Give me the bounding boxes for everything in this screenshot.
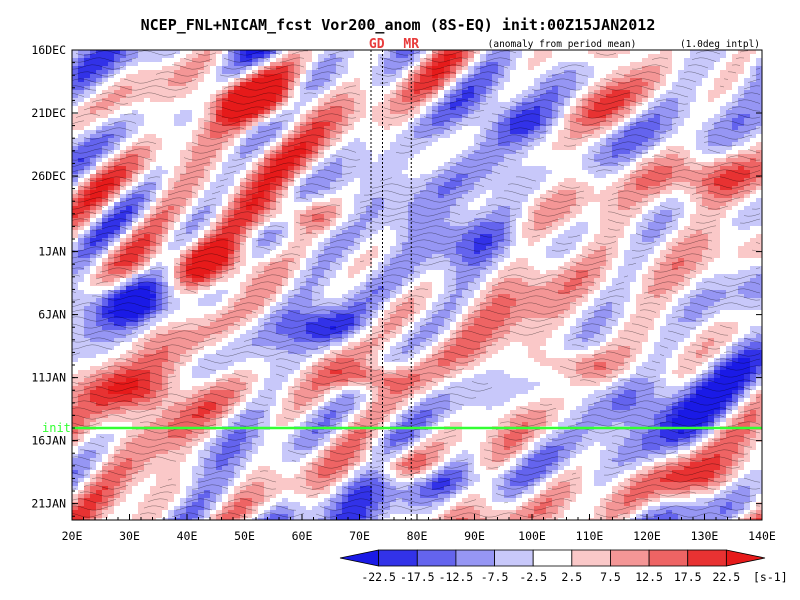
colorbar-swatch (455, 549, 495, 567)
y-tick-label: 11JAN (31, 371, 66, 385)
x-tick-label: 90E (464, 529, 485, 543)
x-tick-label: 120E (633, 529, 661, 543)
colorbar-level-label: -17.5 (400, 570, 435, 584)
y-tick-label: 21JAN (31, 497, 66, 511)
x-tick-label: 140E (748, 529, 776, 543)
colorbar-swatch (687, 549, 727, 567)
marker-label-gd: GD (369, 37, 385, 52)
colorbar-level-label: -2.5 (519, 570, 547, 584)
colorbar-level-label: 22.5 (713, 570, 741, 584)
x-axis: 20E 30E 40E 50E 60E 70E 80E 90E 100E 110E 120E 130E… (62, 514, 776, 543)
vorticity-field (72, 50, 762, 520)
y-axis: 16DEC 21DEC 26DEC 1JAN 6JAN 11JAN 16JAN 21JAN (31, 43, 762, 517)
y-tick-label: 16JAN (31, 434, 66, 448)
colorbar-level-label: 7.5 (600, 570, 621, 584)
colorbar-swatch (725, 549, 766, 567)
x-tick-label: 110E (576, 529, 604, 543)
x-tick-label: 60E (292, 529, 313, 543)
init-marker: init (42, 421, 762, 435)
colorbar-level-label: -12.5 (439, 570, 474, 584)
colorbar-unit: [s-1] (753, 570, 788, 584)
y-tick-label: 21DEC (31, 106, 66, 120)
y-tick-label: 16DEC (31, 43, 66, 57)
colorbar-level-label: 17.5 (674, 570, 702, 584)
x-tick-label: 40E (177, 529, 198, 543)
x-tick-label: 50E (234, 529, 255, 543)
colorbar-swatch (571, 549, 611, 567)
colorbar-level-label: -22.5 (361, 570, 396, 584)
colorbar: -22.5 -17.5 -12.5 -7.5 -2.5 2.5 7.5 12.5 17.5 22.… (339, 549, 788, 584)
marker-label-mr: MR (403, 37, 419, 52)
init-label: init (42, 421, 71, 435)
chart-note: (1.0deg intpl) (680, 39, 760, 50)
x-tick-label: 30E (119, 529, 140, 543)
colorbar-level-label: 12.5 (635, 570, 663, 584)
colorbar-level-label: -7.5 (481, 570, 509, 584)
x-tick-label: 70E (349, 529, 370, 543)
chart-subtitle: (anomaly from period mean) (488, 39, 637, 50)
contour-lines (72, 50, 760, 518)
colorbar-swatch (416, 549, 457, 567)
y-tick-label: 6JAN (38, 308, 66, 322)
colorbar-swatch (532, 549, 573, 567)
colorbar-level-label: 2.5 (561, 570, 582, 584)
x-tick-label: 20E (62, 529, 83, 543)
region-markers: GD MR (369, 37, 419, 520)
colorbar-swatch (610, 549, 650, 567)
y-tick-label: 26DEC (31, 169, 66, 183)
colorbar-swatch (378, 549, 418, 567)
x-tick-label: 80E (407, 529, 428, 543)
y-tick-label: 1JAN (38, 245, 66, 259)
colorbar-swatch (339, 549, 380, 567)
x-tick-label: 130E (691, 529, 719, 543)
colorbar-swatch (648, 549, 689, 567)
chart-title: NCEP_FNL+NICAM_fcst Vor200_anom (8S-EQ) … (141, 16, 656, 34)
x-tick-label: 100E (518, 529, 546, 543)
colorbar-swatch (494, 549, 534, 567)
